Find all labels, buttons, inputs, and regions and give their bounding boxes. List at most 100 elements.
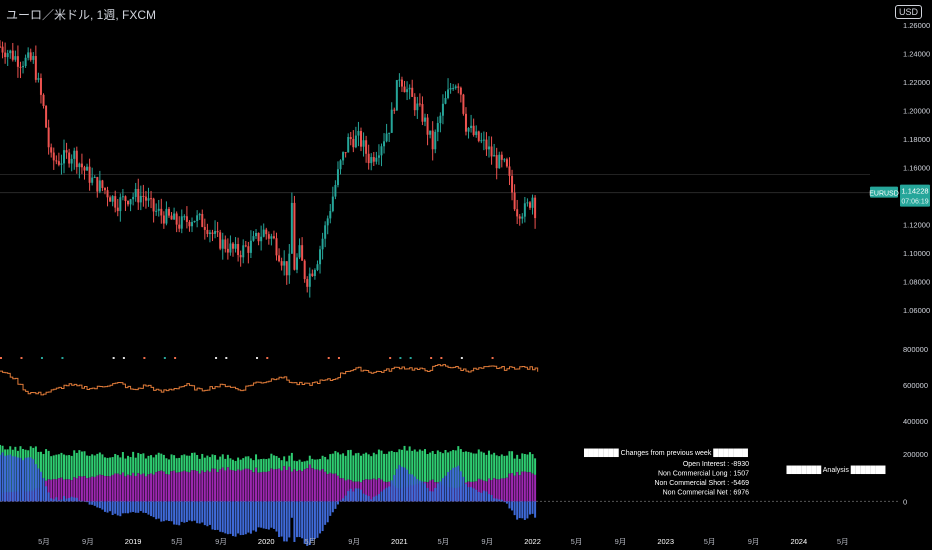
cot-net-bar	[434, 487, 437, 502]
cot-net-bar	[408, 473, 411, 502]
cot-long-bar	[201, 453, 204, 471]
cot-net-bar	[45, 486, 48, 502]
cot-bar	[513, 458, 516, 516]
oi-tick-label: 800000	[903, 345, 928, 354]
cot-short-bar	[134, 476, 137, 502]
candle	[175, 211, 178, 233]
cot-net-bar	[86, 501, 89, 503]
time-tick-label: 5月	[38, 537, 50, 546]
candle-body	[523, 203, 526, 217]
cot-bar	[452, 449, 455, 502]
candle	[173, 207, 176, 220]
cot-short-bar	[485, 481, 488, 502]
cot-net-bar	[375, 495, 378, 502]
cot-net-bar	[344, 495, 347, 502]
cot-net-bar	[39, 471, 42, 502]
candle	[500, 151, 503, 168]
candle-body	[278, 255, 281, 262]
candle	[511, 169, 514, 201]
signal-marker	[215, 357, 218, 359]
candle-body	[37, 78, 40, 80]
cot-long-bar	[111, 457, 114, 475]
candle-body	[257, 232, 260, 242]
cot-net-bar	[124, 501, 127, 514]
cot-pane	[0, 444, 900, 546]
price-tick-label: 1.22000	[903, 78, 930, 87]
candle	[408, 84, 411, 100]
cot-bar	[0, 444, 1, 502]
cot-short-bar	[270, 468, 273, 502]
cot-long-bar	[319, 458, 322, 471]
cot-net-bar	[447, 472, 450, 502]
signal-marker	[112, 357, 115, 359]
cot-long-bar	[531, 454, 534, 474]
candle	[475, 125, 478, 138]
cot-short-bar	[278, 468, 281, 502]
cot-net-bar	[528, 501, 531, 515]
cot-net-bar	[165, 501, 168, 521]
cot-net-bar	[101, 501, 104, 510]
time-tick-label: 5月	[304, 537, 316, 546]
cot-net-bar	[111, 501, 114, 516]
cot-short-bar	[80, 476, 83, 502]
cot-short-bar	[301, 471, 304, 502]
candle-body	[513, 192, 516, 210]
cot-bar	[464, 451, 467, 502]
cot-long-bar	[365, 452, 368, 480]
cot-net-bar	[226, 501, 229, 535]
cot-net-bar	[19, 457, 22, 502]
cot-bar	[221, 454, 224, 533]
cot-short-bar	[477, 478, 480, 502]
cot-bar	[354, 453, 357, 502]
candle-body	[403, 86, 406, 93]
cot-long-bar	[109, 457, 112, 477]
cot-bar	[170, 454, 173, 522]
currency-button[interactable]: USD	[894, 5, 922, 19]
candle	[147, 187, 150, 207]
cot-bar	[416, 451, 419, 502]
candle	[196, 210, 199, 228]
candle-body	[488, 146, 491, 150]
cot-bar	[29, 446, 32, 502]
candle	[224, 235, 227, 253]
candle	[150, 190, 153, 209]
candle-body	[237, 243, 240, 256]
cot-long-bar	[493, 452, 496, 479]
cot-net-bar	[388, 486, 391, 502]
cot-bar	[462, 451, 465, 502]
candle-body	[498, 154, 501, 169]
candle-body	[185, 216, 188, 222]
cot-bar	[288, 455, 291, 538]
cot-bar	[326, 459, 329, 523]
candle-body	[316, 264, 319, 270]
candle-body	[244, 245, 247, 247]
signal-marker	[20, 357, 23, 359]
cot-bar	[523, 454, 526, 520]
cot-short-bar	[257, 472, 260, 502]
open-interest-line	[0, 364, 539, 396]
cot-short-bar	[329, 472, 332, 502]
candle-body	[255, 232, 258, 237]
cot-short-bar	[490, 480, 493, 502]
candle-body	[429, 130, 432, 135]
cot-net-bar	[75, 497, 78, 502]
cot-long-bar	[518, 458, 521, 476]
cot-long-bar	[132, 451, 135, 473]
cot-long-bar	[426, 454, 429, 483]
candle-body	[434, 131, 437, 150]
table-row: Non Commercial Short : -5469	[654, 480, 749, 487]
cot-long-bar	[462, 451, 465, 486]
candle-body	[362, 140, 365, 147]
cot-bar	[275, 456, 278, 532]
candle-body	[9, 50, 12, 54]
cot-bar	[293, 460, 296, 542]
cot-bar	[424, 449, 427, 502]
cot-bar	[27, 450, 30, 502]
candle	[9, 49, 12, 59]
cot-short-bar	[375, 479, 378, 502]
candle	[29, 48, 32, 62]
cot-short-bar	[308, 464, 311, 502]
candle-body	[367, 153, 370, 164]
cot-net-bar	[144, 501, 147, 513]
